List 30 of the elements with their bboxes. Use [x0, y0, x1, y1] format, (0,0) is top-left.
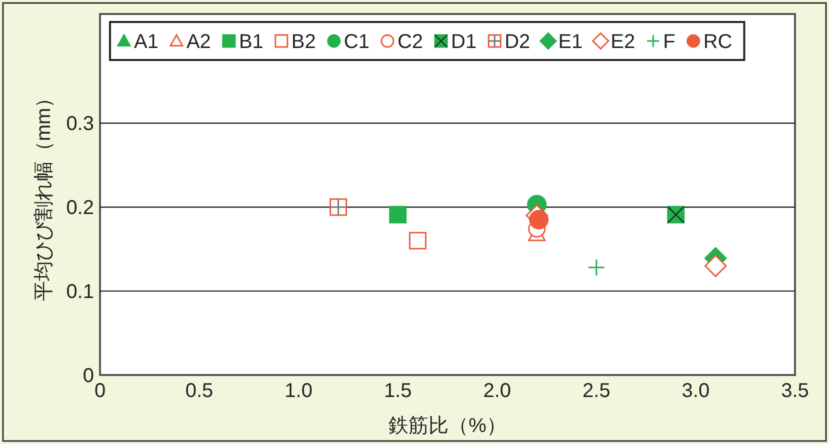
legend-label: B2	[291, 31, 316, 53]
legend-label: E1	[558, 31, 583, 53]
point	[704, 254, 727, 278]
y-tick-label: 0.2	[66, 197, 94, 220]
x-tick-label: 1.0	[284, 380, 312, 402]
legend-label: RC	[703, 31, 732, 53]
legend-label: A2	[186, 31, 211, 53]
x-tick-label: 3.0	[682, 380, 710, 402]
legend-label: C2	[397, 31, 424, 53]
point	[529, 210, 549, 230]
x-tick-label: 3.5	[781, 380, 809, 402]
y-tick-label: 0	[82, 365, 94, 387]
x-tick-label: 2.5	[582, 380, 610, 402]
legend-label: D1	[451, 31, 477, 53]
point	[389, 206, 407, 224]
y-tick-label: 0.1	[66, 281, 94, 304]
y-tick-label: 0.3	[66, 113, 94, 136]
legend-label: F	[663, 31, 676, 53]
legend-label: C1	[344, 31, 370, 53]
legend-label: B1	[238, 31, 264, 53]
legend-label: D2	[504, 31, 530, 53]
x-tick-label: 1.5	[384, 380, 412, 402]
x-tick-label: 0.5	[185, 380, 214, 402]
y-axis-title: 平均ひび割れ幅（mm）	[33, 88, 55, 302]
x-tick-label: 2.0	[483, 380, 512, 402]
legend-label: A1	[134, 31, 158, 53]
legend-label: E2	[610, 31, 636, 53]
x-axis-title: 鉄筋比（%）	[388, 415, 506, 437]
point	[408, 232, 426, 250]
point	[588, 258, 606, 276]
